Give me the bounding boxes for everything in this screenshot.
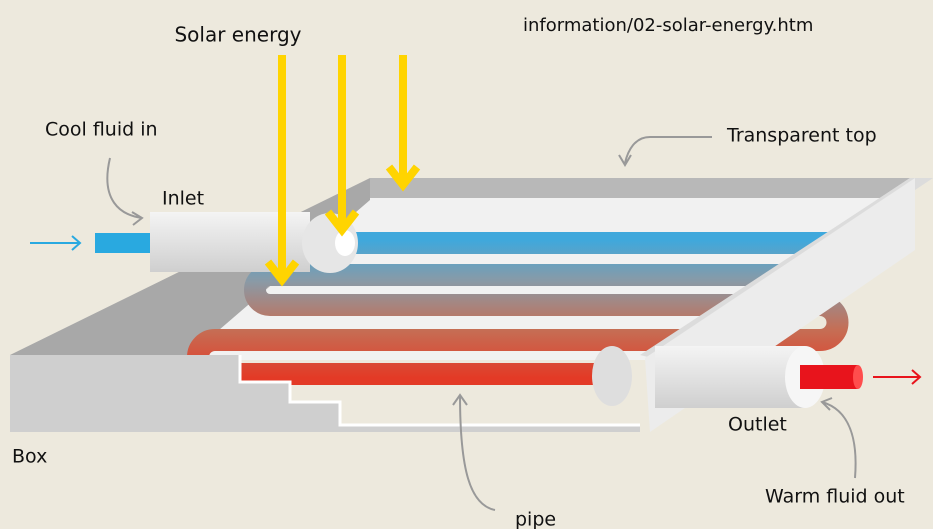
outlet-inner: [592, 346, 632, 406]
back-wall: [370, 178, 910, 198]
leaders: [106, 136, 857, 511]
label: pipe: [515, 509, 556, 529]
sun-rays: [264, 55, 421, 287]
label: Warm fluid out: [765, 486, 905, 508]
outlet-cylinder: [655, 346, 805, 408]
label: Outlet: [728, 414, 787, 436]
arrow-in: [30, 235, 82, 251]
label: Transparent top: [726, 125, 877, 147]
outlet-stub-end: [853, 365, 863, 389]
outlet-stub: [800, 365, 858, 389]
inlet-hole: [335, 230, 355, 256]
title: Solar energy: [174, 23, 301, 47]
arrow-out: [873, 369, 922, 385]
source: information/02-solar-energy.htm: [523, 15, 813, 36]
box-front: [10, 355, 640, 432]
label: Box: [12, 446, 47, 468]
label: Inlet: [162, 188, 204, 210]
box-edge: [238, 355, 640, 427]
inlet-stub: [95, 233, 155, 253]
label: Cool fluid in: [45, 119, 158, 141]
